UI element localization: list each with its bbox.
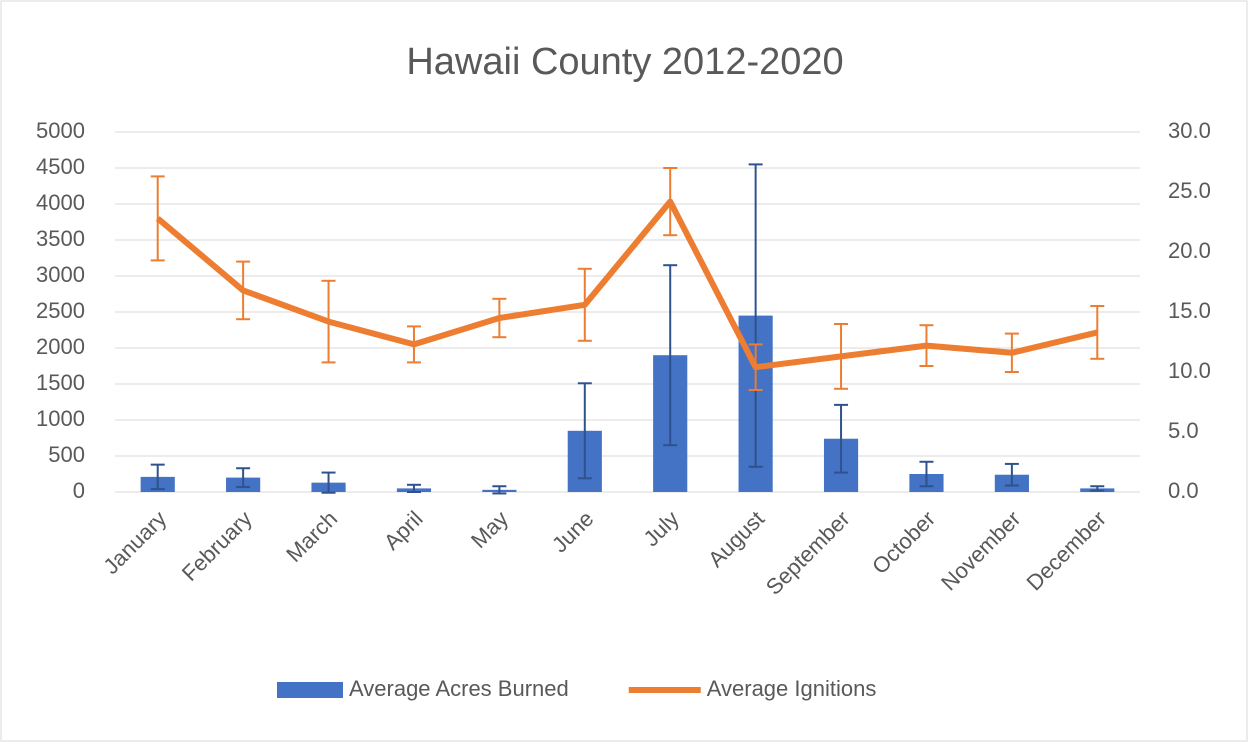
y2-tick-label: 30.0: [1168, 118, 1211, 143]
error-bar: [919, 460, 934, 488]
y2-tick-label: 25.0: [1168, 178, 1211, 203]
y-tick-label: 4000: [36, 190, 85, 215]
y-tick-label: 2000: [36, 334, 85, 359]
legend-label: Average Ignitions: [707, 676, 877, 701]
legend-label: Average Acres Burned: [349, 676, 569, 701]
chart-title: Hawaii County 2012-2020: [406, 41, 843, 83]
legend-swatch: [277, 682, 343, 698]
error-bar: [150, 463, 165, 491]
error-bar: [1090, 485, 1105, 492]
error-bar: [236, 467, 251, 488]
y2-tick-label: 5.0: [1168, 418, 1199, 443]
y2-tick-label: 15.0: [1168, 298, 1211, 323]
error-bar: [663, 264, 678, 447]
y2-tick-label: 0.0: [1168, 478, 1199, 503]
y-tick-label: 2500: [36, 298, 85, 323]
line: [155, 198, 1098, 371]
y2-tick-label: 20.0: [1168, 238, 1211, 263]
error-bar: [1004, 462, 1019, 487]
y-tick-label: 3500: [36, 226, 85, 251]
y-tick-label: 1500: [36, 370, 85, 395]
error-bar: [748, 163, 763, 468]
y-tick-label: 5000: [36, 118, 85, 143]
error-bar: [577, 382, 592, 480]
error-bar: [406, 483, 421, 493]
error-bar: [834, 403, 849, 474]
y-tick-label: 500: [48, 442, 85, 467]
y-tick-label: 4500: [36, 154, 85, 179]
error-bar: [321, 471, 336, 494]
y-tick-label: 3000: [36, 262, 85, 287]
y-tick-label: 1000: [36, 406, 85, 431]
y2-tick-label: 10.0: [1168, 358, 1211, 383]
error-bar: [492, 485, 507, 495]
y-tick-label: 0: [73, 478, 85, 503]
